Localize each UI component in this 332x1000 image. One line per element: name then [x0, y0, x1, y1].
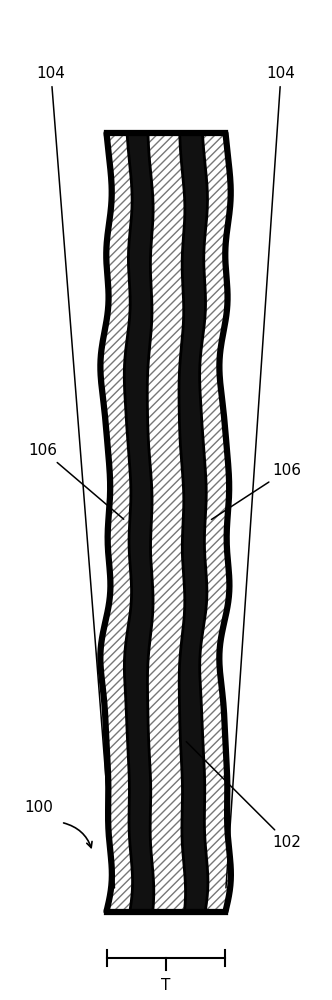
Polygon shape: [124, 133, 154, 912]
Polygon shape: [147, 133, 186, 912]
Polygon shape: [200, 133, 231, 912]
Text: T: T: [161, 978, 171, 993]
Polygon shape: [100, 133, 132, 912]
Polygon shape: [100, 133, 231, 912]
Text: 104: 104: [226, 66, 295, 888]
Text: 106: 106: [29, 443, 124, 519]
Text: 104: 104: [37, 66, 115, 888]
Text: 106: 106: [211, 463, 301, 519]
Text: 100: 100: [25, 800, 53, 815]
Text: 102: 102: [186, 742, 301, 850]
Polygon shape: [179, 133, 208, 912]
